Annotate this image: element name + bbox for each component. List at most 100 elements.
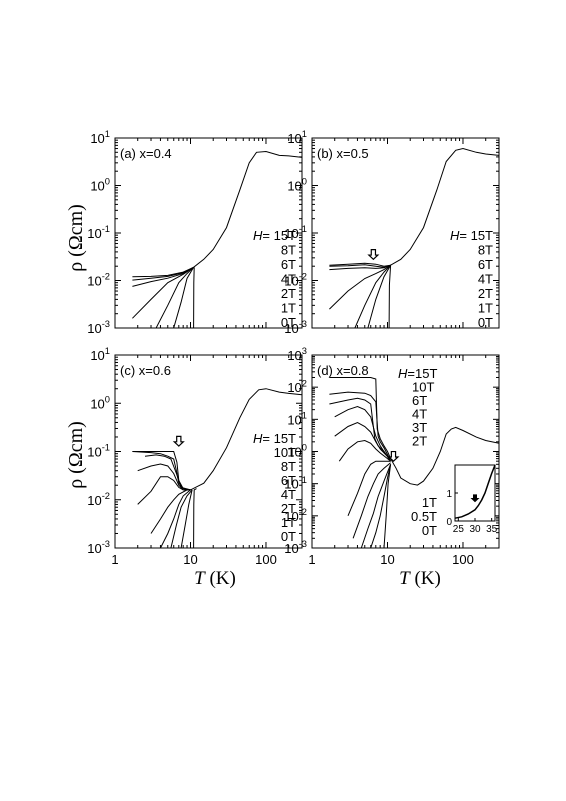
panel-label: (c) x=0.6 [120, 363, 171, 378]
series-line [334, 421, 392, 462]
field-label: 2T [281, 501, 296, 516]
series-line [329, 377, 499, 486]
y-tick-label: 101 [287, 129, 307, 146]
field-label: 3T [412, 420, 427, 435]
x-axis-label-var: T [194, 568, 206, 589]
y-tick-label: 100 [90, 394, 110, 411]
inset-x-tick-label: 35 [486, 524, 498, 535]
y-tick-label: 101 [90, 346, 110, 363]
field-label: 1T [281, 515, 296, 530]
x-axis-label-right: T (K) [399, 568, 441, 589]
x-tick-label: 10 [380, 552, 394, 567]
x-tick-label: 10 [183, 552, 197, 567]
x-tick-label: 1 [308, 552, 315, 567]
series-line [137, 476, 191, 505]
series-line [132, 266, 194, 319]
x-tick-label: 1 [111, 552, 118, 567]
y-tick-label: 10-2 [87, 491, 110, 508]
y-tick-label: 10-2 [87, 272, 110, 289]
series-line [338, 439, 391, 462]
field-label: 4T [478, 272, 493, 287]
series-line [360, 464, 392, 548]
field-label: 8T [281, 243, 296, 258]
field-label: 0T [281, 529, 296, 544]
series-line [329, 147, 499, 267]
field-label: H= 15T [253, 431, 296, 446]
inset: 25 30 35 0 1 [446, 464, 498, 535]
inset-y-tick-label: 1 [446, 489, 452, 500]
series-line [180, 489, 193, 548]
y-tick-label: 10-1 [87, 443, 110, 460]
y-tick-label: 101 [90, 129, 110, 146]
series-line [347, 460, 391, 516]
field-label: 2T [281, 286, 296, 301]
plot-frame [114, 354, 303, 549]
series-group [329, 147, 499, 328]
series-line [150, 489, 191, 534]
inset-arrow [470, 494, 480, 503]
y-tick-label: 102 [287, 378, 307, 395]
plot-frame [114, 137, 303, 329]
series-line [132, 150, 302, 278]
series-line [170, 489, 193, 548]
panel-label: (b) x=0.5 [317, 146, 369, 161]
series-group [132, 150, 302, 328]
series-line [173, 267, 195, 328]
y-axis-label-top: ρ (Ωcm) [65, 204, 87, 272]
field-label: H=15T [398, 366, 437, 381]
y-tick-label: 10-1 [284, 224, 307, 241]
inset-x-tick-label: 25 [453, 524, 465, 535]
field-label: 2T [412, 434, 427, 449]
field-label: 0.5T [411, 509, 437, 524]
field-label: H= 15T [253, 228, 296, 243]
series-line [329, 391, 392, 462]
field-label: 10T [274, 445, 296, 460]
series-group [132, 388, 302, 548]
field-label: 4T [412, 407, 427, 422]
x-axis-label-unit: (K) [410, 568, 441, 589]
y-tick-label: 103 [287, 346, 307, 363]
y-tick-label: 10-2 [284, 507, 307, 524]
series-line [193, 267, 195, 328]
series-line [354, 264, 391, 328]
series-line [193, 488, 197, 548]
field-arrow [367, 249, 380, 261]
field-label: 6T [281, 473, 296, 488]
y-tick-label: 100 [287, 443, 307, 460]
field-label: 1T [281, 301, 296, 316]
y-tick-label: 100 [90, 177, 110, 194]
y-axis-label-bottom: ρ (Ωcm) [65, 421, 87, 489]
field-arrow [387, 450, 400, 463]
field-label: 1T [422, 495, 437, 510]
series-line [144, 454, 191, 491]
y-tick-label: 10-1 [87, 224, 110, 241]
field-label: 8T [478, 243, 493, 258]
plot-frame [311, 137, 500, 329]
series-line [370, 464, 392, 548]
x-tick-label: 100 [452, 552, 474, 567]
inset-series-line [454, 464, 496, 519]
series-line [334, 405, 392, 462]
y-tick-label: 10-3 [87, 319, 110, 336]
y-tick-label: 10-1 [284, 475, 307, 492]
field-label: 6T [478, 257, 493, 272]
inset-x-tick-label: 30 [469, 524, 481, 535]
series-line [132, 451, 191, 491]
y-tick-label: 100 [287, 177, 307, 194]
x-tick-label: 100 [255, 552, 277, 567]
field-label: 1T [478, 301, 493, 316]
x-axis-label-var: T [399, 568, 411, 589]
field-label: 4T [281, 487, 296, 502]
plot-frame [311, 354, 500, 549]
series-line [160, 489, 191, 548]
panel-1: 10-3 10-2 10-1 100 101 (a) x=0.4 H= 15T8T6T4T2… [87, 129, 303, 336]
x-axis-label-unit: (K) [205, 568, 236, 589]
field-label: 6T [412, 393, 427, 408]
field-arrow [172, 435, 185, 447]
field-label: 2T [478, 286, 493, 301]
y-tick-label: 10-2 [284, 272, 307, 289]
